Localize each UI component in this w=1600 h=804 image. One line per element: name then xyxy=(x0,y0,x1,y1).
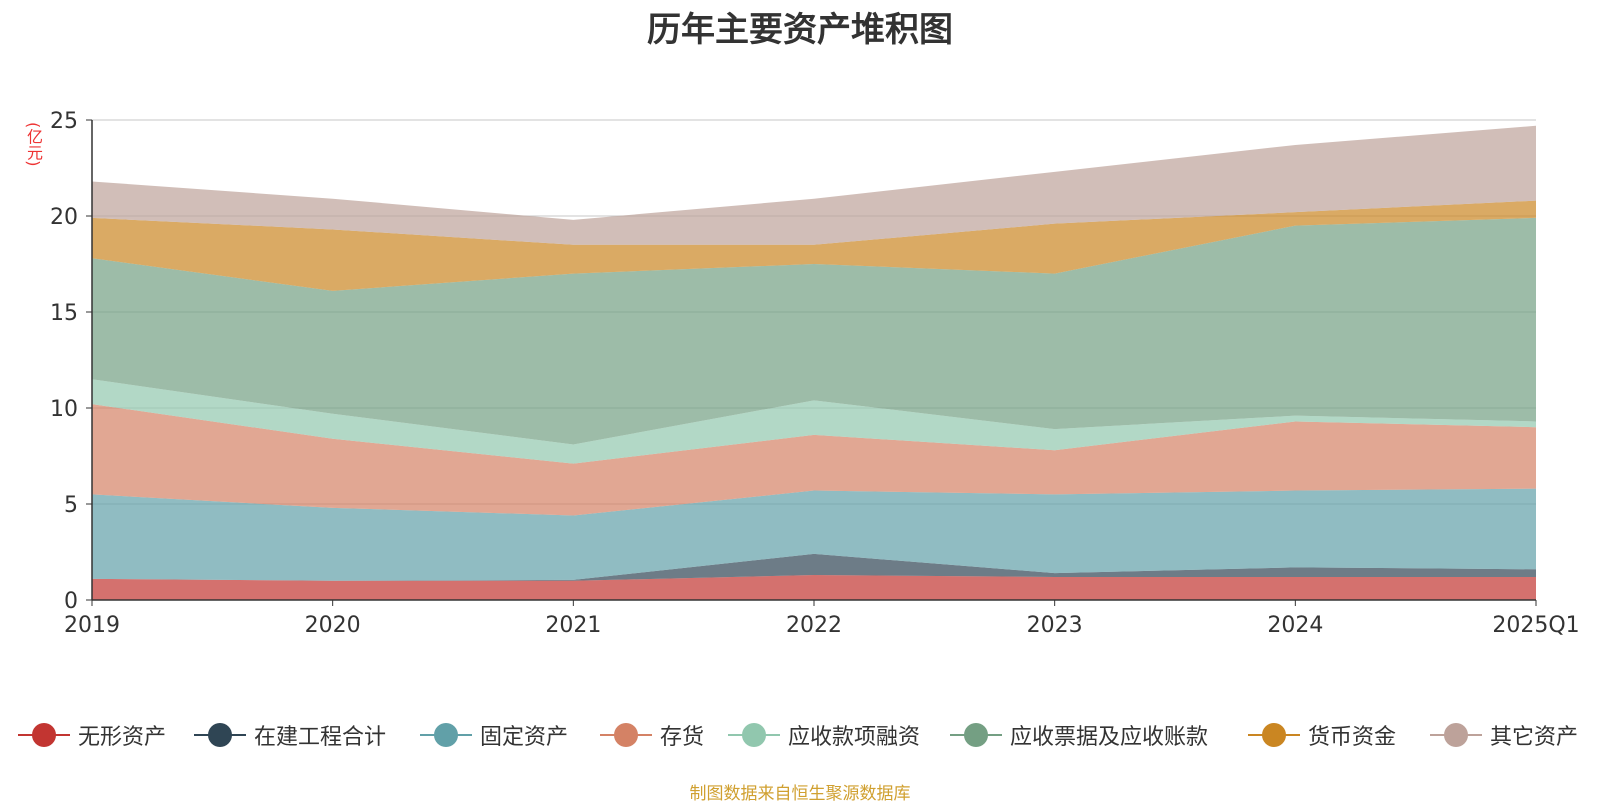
y-tick-label: 25 xyxy=(50,109,78,134)
x-tick-label: 2023 xyxy=(1027,613,1083,638)
source-note: 制图数据来自恒生聚源数据库 xyxy=(689,784,911,804)
x-tick-label: 2020 xyxy=(305,613,361,638)
area-series-3 xyxy=(92,488,1536,581)
legend-label: 货币资金 xyxy=(1308,725,1397,750)
x-tick-label: 2019 xyxy=(64,613,120,638)
legend-item[interactable]: 无形资产 xyxy=(18,720,166,750)
area-series-7 xyxy=(92,200,1536,291)
legend-label: 无形资产 xyxy=(78,725,167,750)
legend-item[interactable]: 固定资产 xyxy=(420,720,568,750)
x-tick-label: 2024 xyxy=(1267,613,1323,638)
chart-title: 历年主要资产堆积图 xyxy=(647,10,953,50)
x-tick-label: 2022 xyxy=(786,613,842,638)
x-tick-label: 2021 xyxy=(545,613,601,638)
legend-item[interactable]: 应收款项融资 xyxy=(728,720,920,750)
y-tick-label: 0 xyxy=(64,589,78,614)
legend-label: 应收款项融资 xyxy=(788,725,921,750)
stacked-area-chart: 0 5 10 15 20 25 2019 2020 2021 2022 2023 2024 2025Q1 xyxy=(50,109,1580,638)
legend-marker-icon xyxy=(1248,720,1300,750)
legend-marker-icon xyxy=(194,720,246,750)
area-series-8 xyxy=(92,125,1536,245)
legend-item[interactable]: 在建工程合计 xyxy=(194,720,386,750)
area-series-1 xyxy=(92,575,1536,600)
legend-item[interactable]: 货币资金 xyxy=(1248,720,1396,750)
legend-label: 在建工程合计 xyxy=(254,725,387,750)
legend-item[interactable]: 应收票据及应收账款 xyxy=(950,720,1208,750)
area-series-5 xyxy=(92,379,1536,464)
legend-marker-icon xyxy=(728,720,780,750)
y-axis-unit-label: (亿元) xyxy=(24,122,43,167)
area-series-2 xyxy=(92,553,1536,581)
area-series-6 xyxy=(92,217,1536,445)
area-series-group xyxy=(92,125,1536,600)
x-tick-label: 2025Q1 xyxy=(1492,613,1579,638)
legend-label: 存货 xyxy=(660,725,705,750)
legend-item[interactable]: 其它资产 xyxy=(1430,720,1578,750)
legend-label: 固定资产 xyxy=(480,725,569,750)
legend-marker-icon xyxy=(1430,720,1482,750)
axes: 0 5 10 15 20 25 2019 2020 2021 2022 2023 2024 2025Q1 xyxy=(50,109,1580,638)
y-tick-label: 5 xyxy=(64,493,78,518)
y-tick-label: 10 xyxy=(50,397,78,422)
y-tick-label: 15 xyxy=(50,301,78,326)
legend-marker-icon xyxy=(950,720,1002,750)
legend: 无形资产 在建工程合计 固定资产 存货 应收款项融资 应收票据及应收账款 货币资金 其它资产 xyxy=(0,720,1600,756)
legend-marker-icon xyxy=(18,720,70,750)
legend-item[interactable]: 存货 xyxy=(600,720,704,750)
legend-marker-icon xyxy=(420,720,472,750)
legend-label: 应收票据及应收账款 xyxy=(1010,725,1209,750)
y-tick-label: 20 xyxy=(50,205,78,230)
area-series-4 xyxy=(92,404,1536,516)
legend-marker-icon xyxy=(600,720,652,750)
legend-label: 其它资产 xyxy=(1490,725,1579,750)
